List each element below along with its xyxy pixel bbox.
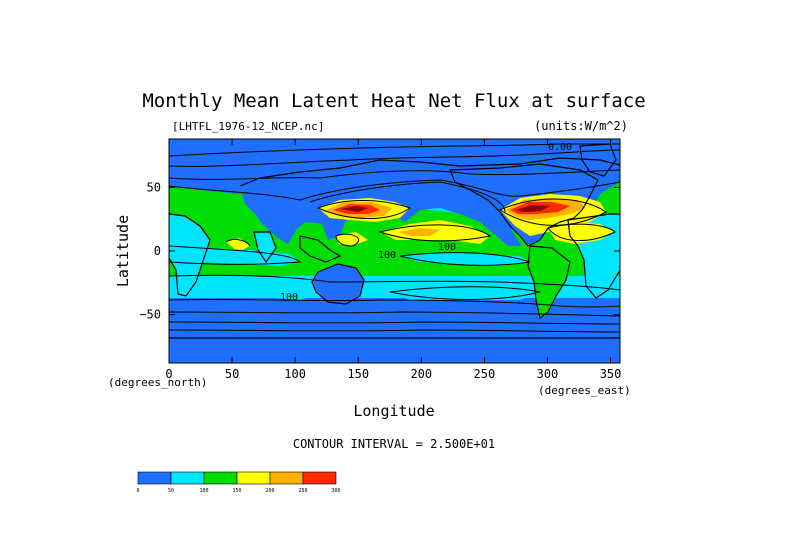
contour-label-group: 100 100 100 0.00 bbox=[280, 142, 572, 303]
contour-interval-label: CONTOUR INTERVAL = 2.500E+01 bbox=[293, 437, 495, 451]
colorbar-swatch bbox=[236, 471, 271, 485]
colorbar-label: 50 bbox=[168, 488, 174, 494]
y-axis-label: Latitude bbox=[114, 215, 132, 287]
map-area: 100 100 100 0.00 bbox=[169, 139, 620, 363]
contour-label: 100 bbox=[438, 242, 456, 253]
y-tick-label: 0 bbox=[154, 244, 161, 258]
x-tick-label: 100 bbox=[284, 367, 306, 381]
colorbar: 0 50 100 150 200 250 300 bbox=[136, 471, 341, 494]
colorbar-swatch bbox=[203, 471, 238, 485]
y-tick-label: −50 bbox=[139, 308, 161, 322]
x-tick-label: 50 bbox=[225, 367, 239, 381]
field-gulfstream-peak bbox=[516, 205, 550, 212]
land-antarctica bbox=[169, 338, 620, 363]
x-unit-label: (degrees_east) bbox=[538, 384, 631, 397]
colorbar-swatch bbox=[302, 471, 337, 485]
contour-label: 0.00 bbox=[548, 142, 572, 153]
contour-label: 100 bbox=[378, 250, 396, 261]
colorbar-swatch bbox=[170, 471, 205, 485]
chart-title: Monthly Mean Latent Heat Net Flux at sur… bbox=[142, 90, 645, 112]
y-unit-label: (degrees_north) bbox=[108, 376, 207, 389]
y-axis-ticks: 50 0 −50 bbox=[139, 180, 620, 322]
field-south-pacific-cyan bbox=[390, 286, 540, 300]
field-npacific-subtropical-orange bbox=[398, 228, 440, 236]
colorbar-label: 0 bbox=[136, 488, 139, 494]
units-label: (units:W/m^2) bbox=[534, 119, 628, 133]
land-australia bbox=[312, 264, 364, 304]
colorbar-label: 300 bbox=[331, 488, 340, 494]
dataset-label: [LHTFL_1976-12_NCEP.nc] bbox=[172, 120, 324, 133]
colorbar-label: 150 bbox=[232, 488, 241, 494]
land-south-america bbox=[528, 246, 570, 318]
coastlines bbox=[169, 143, 620, 339]
field-kuroshio-peak bbox=[340, 206, 368, 212]
x-axis-label: Longitude bbox=[353, 402, 434, 420]
colorbar-swatch bbox=[137, 471, 172, 485]
x-tick-label: 350 bbox=[600, 367, 622, 381]
x-tick-label: 0 bbox=[165, 367, 172, 381]
x-tick-label: 250 bbox=[474, 367, 496, 381]
x-axis-ticks: 0 50 100 150 200 250 300 350 bbox=[165, 139, 621, 381]
colorbar-label: 250 bbox=[298, 488, 307, 494]
field-south-indian-cyan bbox=[170, 276, 320, 300]
colorbar-label: 200 bbox=[265, 488, 274, 494]
y-tick-label: 50 bbox=[147, 180, 161, 194]
colorbar-swatch bbox=[269, 471, 304, 485]
x-tick-label: 150 bbox=[347, 367, 369, 381]
contour-label: 100 bbox=[280, 292, 298, 303]
x-tick-label: 200 bbox=[410, 367, 432, 381]
field-scs-yellow bbox=[336, 232, 368, 246]
colorbar-label: 100 bbox=[199, 488, 208, 494]
x-tick-label: 300 bbox=[537, 367, 559, 381]
